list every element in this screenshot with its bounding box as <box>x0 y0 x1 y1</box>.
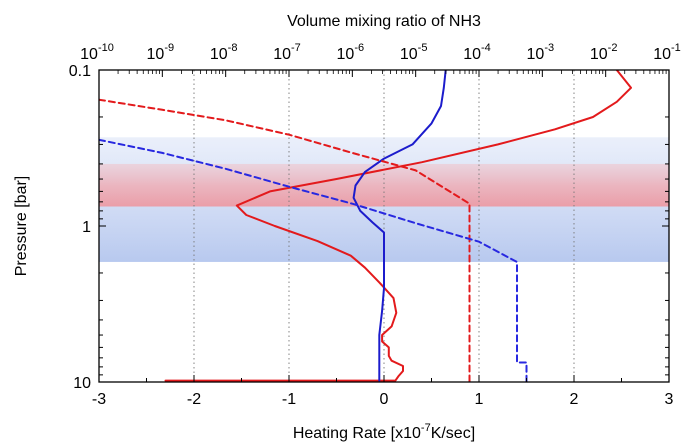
x-tick-label: 2 <box>570 391 579 408</box>
x2-tick-label: 10-1 <box>653 42 681 63</box>
x-tick-label: 0 <box>380 391 389 408</box>
band-1 <box>99 163 669 207</box>
axis-ticks <box>98 69 670 382</box>
x-tick-label: -3 <box>92 391 106 408</box>
x2-tick-label: 10-10 <box>80 42 114 63</box>
x2-tick-label: 10-7 <box>273 42 301 63</box>
x2-tick-label: 10-5 <box>400 42 428 63</box>
x2-tick-label: 10-4 <box>463 42 491 63</box>
x-tick-label: -2 <box>187 391 201 408</box>
series-line-2 <box>99 98 471 382</box>
x2-tick-label: 10-3 <box>527 42 555 63</box>
series-line-0 <box>164 70 632 382</box>
x-tick-label: 1 <box>475 391 484 408</box>
bottom-axis-title: Heating Rate [x10-7K/sec] <box>293 422 475 442</box>
x2-tick-label: 10-9 <box>147 42 175 63</box>
left-axis-title: Pressure [bar] <box>13 176 30 276</box>
y-tick-label: 10 <box>73 375 91 392</box>
x2-tick-label: 10-8 <box>210 42 238 63</box>
axis-labels: -3 -2 -1 0 1 2 3 0.1 1 10 10-10 10-9 10-8 10-7 10-6 10-… <box>69 42 681 408</box>
y-tick-label: 0.1 <box>69 63 91 80</box>
x2-tick-label: 10-6 <box>337 42 365 63</box>
top-axis-title: Volume mixing ratio of NH3 <box>287 13 481 30</box>
x-tick-label: -1 <box>282 391 296 408</box>
x2-tick-label: 10-2 <box>590 42 618 63</box>
data-series <box>99 70 632 382</box>
x-tick-label: 3 <box>665 391 674 408</box>
y-tick-label: 1 <box>82 219 91 236</box>
series-line-3 <box>99 138 528 382</box>
